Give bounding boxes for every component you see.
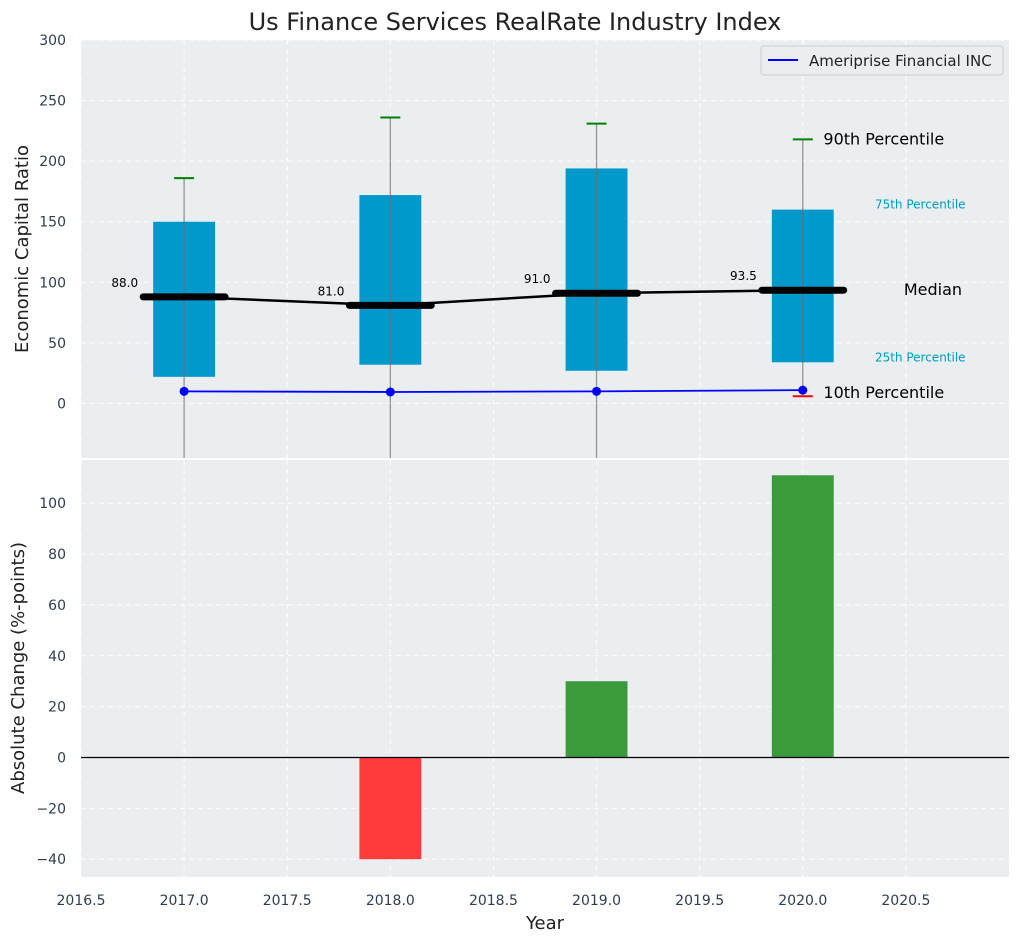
change-bar [771,475,834,758]
top-plot-background [81,40,1009,458]
p25-annotation: 25th Percentile [875,350,966,364]
box-plot-panel: 0 50 100 150 200 250 300 88.0 81.0 91.0 93.5 90th… [12,33,1009,458]
p10-annotation: 10th Percentile [823,383,944,402]
top-y-ticks: 0 50 100 150 200 250 300 [39,33,66,412]
median-value-label: 88.0 [111,276,138,290]
x-tick-label: 2016.5 [57,893,106,909]
p90-annotation: 90th Percentile [823,129,944,148]
bottom-y-tick-label: 0 [57,750,66,766]
median-value-label: 93.5 [730,269,757,283]
series-line [184,389,803,393]
bottom-plot-background [81,460,1009,877]
bottom-y-tick-label: −20 [36,801,66,817]
top-y-axis-label: Economic Capital Ratio [12,145,33,353]
series-point [592,386,602,396]
x-tick-label: 2020.5 [881,893,930,909]
bottom-y-tick-label: 20 [48,700,66,716]
bottom-y-tick-label: −40 [36,852,66,868]
x-tick-label: 2018.0 [366,893,415,909]
top-y-tick-label: 200 [39,154,66,170]
series-point [385,387,395,397]
x-tick-label: 2020.0 [778,893,827,909]
bottom-y-tick-label: 60 [48,598,66,614]
top-y-tick-label: 50 [48,336,66,352]
legend-box [760,45,1004,76]
x-tick-label: 2017.5 [263,893,312,909]
x-tick-label: 2017.0 [160,893,209,909]
median-value-label: 81.0 [318,284,345,298]
legend: Ameriprise Financial INC [760,45,1004,76]
bottom-y-tick-label: 80 [48,547,66,563]
bottom-y-tick-label: 100 [39,496,66,512]
x-ticks: 2016.5 2017.0 2017.5 2018.0 2018.5 2019.0 2019… [57,893,931,909]
bottom-y-ticks: −40 −20 0 20 40 60 80 100 [36,496,66,868]
median-annotation: Median [904,280,962,299]
bottom-y-tick-label: 40 [48,649,66,665]
series-point [179,386,189,396]
x-axis-label: Year [525,913,565,934]
top-y-tick-label: 0 [57,396,66,412]
change-bar [565,681,628,758]
median-line [184,288,803,307]
median-value-label: 91.0 [524,272,551,286]
change-bar [359,757,422,860]
top-y-tick-label: 100 [39,275,66,291]
x-tick-label: 2019.0 [572,893,621,909]
x-tick-label: 2018.5 [469,893,518,909]
boxes: 88.0 81.0 91.0 93.5 [111,116,848,458]
series-point [798,385,808,395]
percentile-annotations: 90th Percentile 75th Percentile Median 25th… [823,129,965,402]
chart-title: Us Finance Services RealRate Industry In… [249,8,782,36]
p75-annotation: 75th Percentile [875,198,966,212]
x-tick-label: 2019.5 [675,893,724,909]
bottom-y-axis-label: Absolute Change (%-points) [8,542,29,794]
top-y-tick-label: 150 [39,215,66,231]
bars [359,475,834,860]
top-y-tick-label: 300 [39,33,66,49]
company-series [179,385,808,397]
legend-entry-label: Ameriprise Financial INC [809,52,992,70]
top-y-tick-label: 250 [39,94,66,110]
